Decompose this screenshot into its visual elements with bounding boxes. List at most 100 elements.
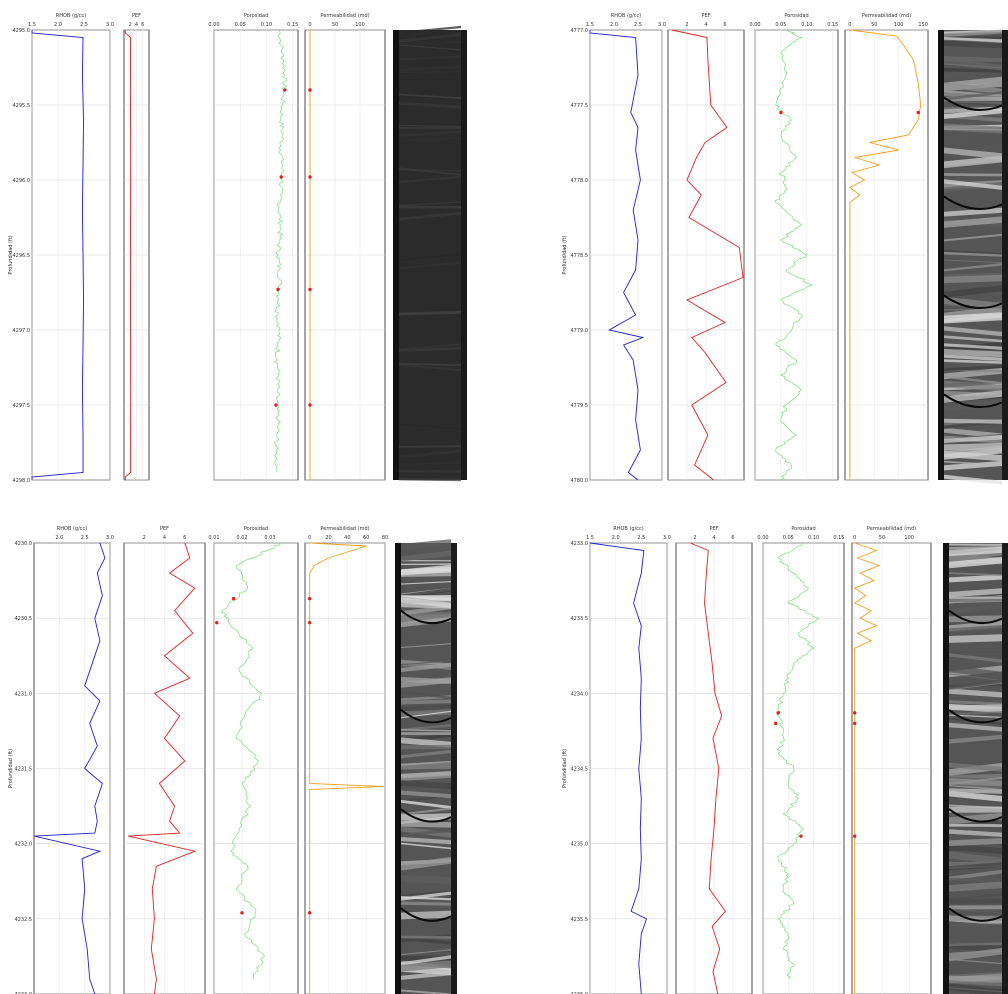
core-fracture xyxy=(400,808,452,823)
log-curve-rhob xyxy=(31,30,84,480)
core-layer xyxy=(401,659,451,666)
core-layer xyxy=(949,557,1002,569)
core-layer xyxy=(949,545,1002,550)
core-layer xyxy=(401,744,451,750)
x-tick-label: 80 xyxy=(382,535,388,541)
x-tick-label: 2.0 xyxy=(612,535,620,541)
track-title: RHOB (g/cc) xyxy=(613,526,643,532)
track-title: Porosidad xyxy=(791,526,815,532)
core-layer xyxy=(949,806,1002,813)
core-layer xyxy=(944,259,1002,264)
x-tick-label: 0.00 xyxy=(757,535,768,541)
core-fracture xyxy=(943,393,1003,408)
sample-point xyxy=(276,287,280,292)
core-layer xyxy=(944,155,1002,169)
x-tick-label: 0 xyxy=(308,535,311,541)
core-layer xyxy=(401,837,451,845)
core-layer xyxy=(949,942,1002,947)
core-layer xyxy=(944,216,1002,228)
core-layer xyxy=(399,25,461,34)
core-fracture xyxy=(400,907,452,922)
sample-point xyxy=(779,110,783,115)
core-layer xyxy=(401,813,451,821)
x-tick-label: 0.00 xyxy=(749,22,760,28)
depth-tick-label: 4235.0 xyxy=(571,842,589,848)
core-layer xyxy=(401,955,451,966)
x-tick-label: 2 xyxy=(143,535,146,541)
x-tick-label: 0.10 xyxy=(808,535,819,541)
depth-tick-label: 4232.0 xyxy=(15,842,33,848)
core-layer xyxy=(949,615,1002,623)
x-tick-label: 2 xyxy=(685,22,688,28)
x-tick-label: 6 xyxy=(183,535,186,541)
core-layer xyxy=(399,176,461,178)
core-layer xyxy=(944,91,1002,101)
core-layer xyxy=(949,665,1002,679)
core-layer xyxy=(944,37,1002,43)
core-layer xyxy=(949,980,1002,987)
core-layer xyxy=(401,949,451,956)
track-perm: Permeabilidad (md) 0 50 100 xyxy=(304,13,386,481)
depth-tick-label: 4779.0 xyxy=(571,328,589,334)
track-rhob: RHOB (g/cc) 2.0 2.5 3.0 xyxy=(33,526,114,994)
core-layer xyxy=(401,780,451,790)
core-layer xyxy=(399,137,461,141)
log-curve-rhob xyxy=(33,542,106,994)
core-layer xyxy=(949,776,1002,786)
core-fracture xyxy=(948,609,1003,625)
core-layer xyxy=(949,949,1002,955)
depth-tick-label: 4233.0 xyxy=(15,992,33,994)
depth-tick-label: 4232.5 xyxy=(15,917,33,923)
x-tick-label: 2.5 xyxy=(81,535,89,541)
core-layer xyxy=(949,823,1002,827)
track-title: RHOB (g/cc) xyxy=(611,13,641,19)
core-layer xyxy=(401,904,451,913)
core-layer xyxy=(944,390,1002,403)
core-layer xyxy=(949,711,1002,715)
x-tick-label: 1.5 xyxy=(586,22,594,28)
core-layer xyxy=(949,898,1002,905)
core-layer xyxy=(949,762,1002,772)
x-tick-label: 0.02 xyxy=(236,535,247,541)
core-layer xyxy=(944,251,1002,257)
core-layer xyxy=(944,274,1002,284)
core-layer xyxy=(944,272,1002,277)
core-layer xyxy=(401,828,451,837)
track-poro: Porosidad 0.00 0.05 0.10 0.15 xyxy=(757,526,845,994)
x-tick-label: 0.03 xyxy=(264,535,275,541)
track-title: RHOB (g/cc) xyxy=(56,13,86,19)
core-layer xyxy=(949,574,1002,583)
core-layer xyxy=(401,737,451,748)
core-image xyxy=(395,539,457,994)
x-tick-label: 4 xyxy=(712,535,715,541)
core-layer xyxy=(399,461,461,466)
core-layer xyxy=(949,790,1002,802)
depth-axis-label: Profundidad (ft) xyxy=(562,235,568,274)
core-layer xyxy=(399,457,461,462)
depth-tick-label: 4777.5 xyxy=(571,103,589,109)
core-layer xyxy=(399,205,461,209)
core-layer xyxy=(949,588,1002,598)
core-layer xyxy=(401,901,451,906)
x-tick-label: 3.0 xyxy=(106,535,114,541)
core-layer xyxy=(949,829,1002,837)
track-poro: Porosidad 0.00 0.05 0.10 0.15 xyxy=(208,13,299,481)
track-perm: Permeabilidad (md) 0 50 100 xyxy=(851,526,932,994)
core-layer xyxy=(944,30,1002,37)
log-curve-rhob xyxy=(589,542,648,994)
core-fracture xyxy=(943,294,1003,309)
core-layer xyxy=(949,862,1002,871)
core-layer xyxy=(399,363,461,366)
sample-point xyxy=(274,403,278,407)
depth-tick-label: 4233.5 xyxy=(571,616,589,622)
core-layer xyxy=(944,460,1002,471)
core-layer xyxy=(401,989,451,994)
core-layer xyxy=(401,960,451,972)
track-perm: Permeabilidad (md) 0 50 100 150 xyxy=(844,13,929,481)
depth-tick-label: 4778.0 xyxy=(571,178,589,184)
depth-tick-label: 4778.5 xyxy=(571,253,589,259)
depth-tick-label: 4236.0 xyxy=(571,992,589,994)
depth-axis-label: Profundidad (ft) xyxy=(562,749,568,788)
core-layer xyxy=(944,82,1002,95)
core-layer xyxy=(949,546,1002,557)
